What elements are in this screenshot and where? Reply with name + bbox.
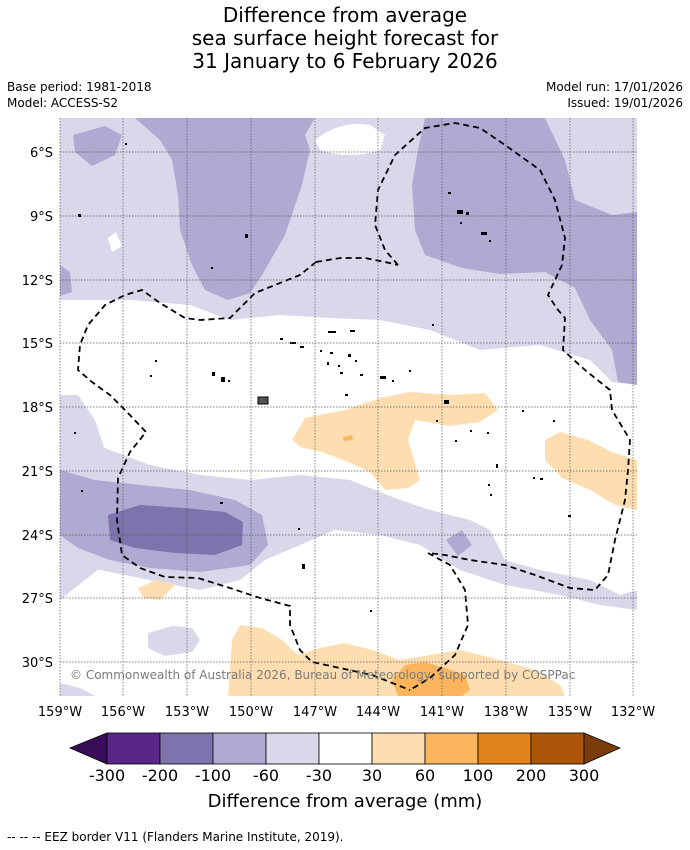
eez-borders	[77, 122, 631, 691]
lon-label: 132°W	[611, 705, 655, 720]
colorbar-swatch	[371, 732, 426, 765]
neutral-gap-small	[108, 232, 122, 252]
copyright-notice: © Commonwealth of Australia 2026, Bureau…	[70, 668, 576, 682]
lon-label: 150°W	[229, 705, 273, 720]
title-line-3: 31 January to 6 February 2026	[192, 49, 498, 73]
colorbar-tick: -60	[252, 766, 280, 785]
anomaly-band-purple-northwest	[135, 118, 315, 300]
colorbar-swatch	[530, 732, 585, 765]
lat-label: 9°S	[30, 210, 53, 225]
colorbar-extend-low	[68, 732, 108, 765]
anomaly-band-dark-purple-core	[108, 505, 243, 555]
anomaly-band-light-purple-southedge	[60, 683, 95, 696]
colorbar-tick: -300	[88, 766, 126, 785]
colorbar-tick: -200	[141, 766, 179, 785]
colorbar-tick: 60	[414, 766, 436, 785]
anomaly-band-light-orange-south	[228, 625, 565, 696]
colorbar-swatch	[265, 732, 320, 765]
lon-label: 135°W	[548, 705, 592, 720]
graticule	[59, 118, 637, 696]
colorbar-swatch	[159, 732, 214, 765]
lon-label: 153°W	[165, 705, 209, 720]
colorbar-extend-high	[583, 732, 622, 765]
lon-label: 141°W	[420, 705, 464, 720]
eez-border-north-link	[315, 257, 399, 266]
colorbar	[68, 732, 622, 765]
anomaly-band-purple-westpatch	[73, 126, 122, 166]
anomaly-band-orange-south	[392, 662, 470, 696]
colorbar-swatch	[106, 732, 161, 765]
meta-left: Base period: 1981-2018 Model: ACCESS-S2	[7, 79, 152, 111]
title-line-2: sea surface height forecast for	[191, 26, 499, 50]
neutral-gap-north	[315, 124, 385, 155]
islands	[74, 143, 571, 612]
lat-label: 15°S	[22, 337, 53, 352]
anomaly-band-light-purple-south-patch	[148, 626, 200, 656]
anomaly-band-light-orange-small	[138, 580, 175, 600]
colorbar-tick: 30	[361, 766, 383, 785]
issued-date: Issued: 19/01/2026	[567, 96, 683, 110]
lon-label: 159°W	[38, 705, 82, 720]
colorbar-tick: -30	[305, 766, 333, 785]
base-period: Base period: 1981-2018	[7, 80, 152, 94]
colorbar-tick: 300	[568, 766, 600, 785]
colorbar-tick: -100	[194, 766, 232, 785]
eez-legend-note: -- -- -- EEZ border V11 (Flanders Marine…	[7, 830, 344, 844]
meta-right: Model run: 17/01/2026 Issued: 19/01/2026	[546, 79, 683, 111]
title-line-1: Difference from average	[222, 3, 468, 27]
lat-label: 30°S	[22, 656, 53, 671]
lon-label: 156°W	[101, 705, 145, 720]
eez-border-west	[77, 261, 411, 691]
colorbar-swatch	[212, 732, 267, 765]
colorbar-tick: 200	[515, 766, 547, 785]
longitude-labels: 159°W 156°W 153°W 150°W 147°W 144°W 141°…	[38, 705, 655, 720]
colorbar-swatch	[424, 732, 479, 765]
anomaly-band-purple-westedge	[60, 265, 72, 296]
model-name: Model: ACCESS-S2	[7, 96, 119, 110]
colorbar-tick: 100	[462, 766, 494, 785]
lat-label: 18°S	[22, 401, 53, 416]
anomaly-band-purple-northeast	[412, 118, 637, 385]
colorbar-swatch	[318, 732, 373, 765]
colorbar-title: Difference from average (mm)	[207, 791, 483, 812]
lat-label: 6°S	[30, 146, 53, 161]
model-run: Model run: 17/01/2026	[545, 80, 683, 94]
map-title: Difference from average sea surface heig…	[0, 4, 690, 73]
lat-label: 12°S	[22, 274, 53, 289]
lat-label: 27°S	[22, 592, 53, 607]
lat-label: 21°S	[22, 465, 53, 480]
anomaly-band-light-purple-westside	[60, 395, 105, 470]
lon-label: 147°W	[293, 705, 337, 720]
eez-border-south-loop	[409, 552, 469, 691]
anomaly-band-light-orange-central	[292, 392, 498, 490]
lat-label: 24°S	[22, 529, 53, 544]
latitude-labels: 6°S 9°S 12°S 15°S 18°S 21°S 24°S 27°S 30…	[22, 146, 53, 671]
lon-label: 144°W	[356, 705, 400, 720]
lon-label: 138°W	[484, 705, 528, 720]
anomaly-band-orange-dot	[343, 435, 353, 441]
anomaly-band-purple-small-east	[446, 530, 472, 556]
colorbar-swatch	[477, 732, 532, 765]
